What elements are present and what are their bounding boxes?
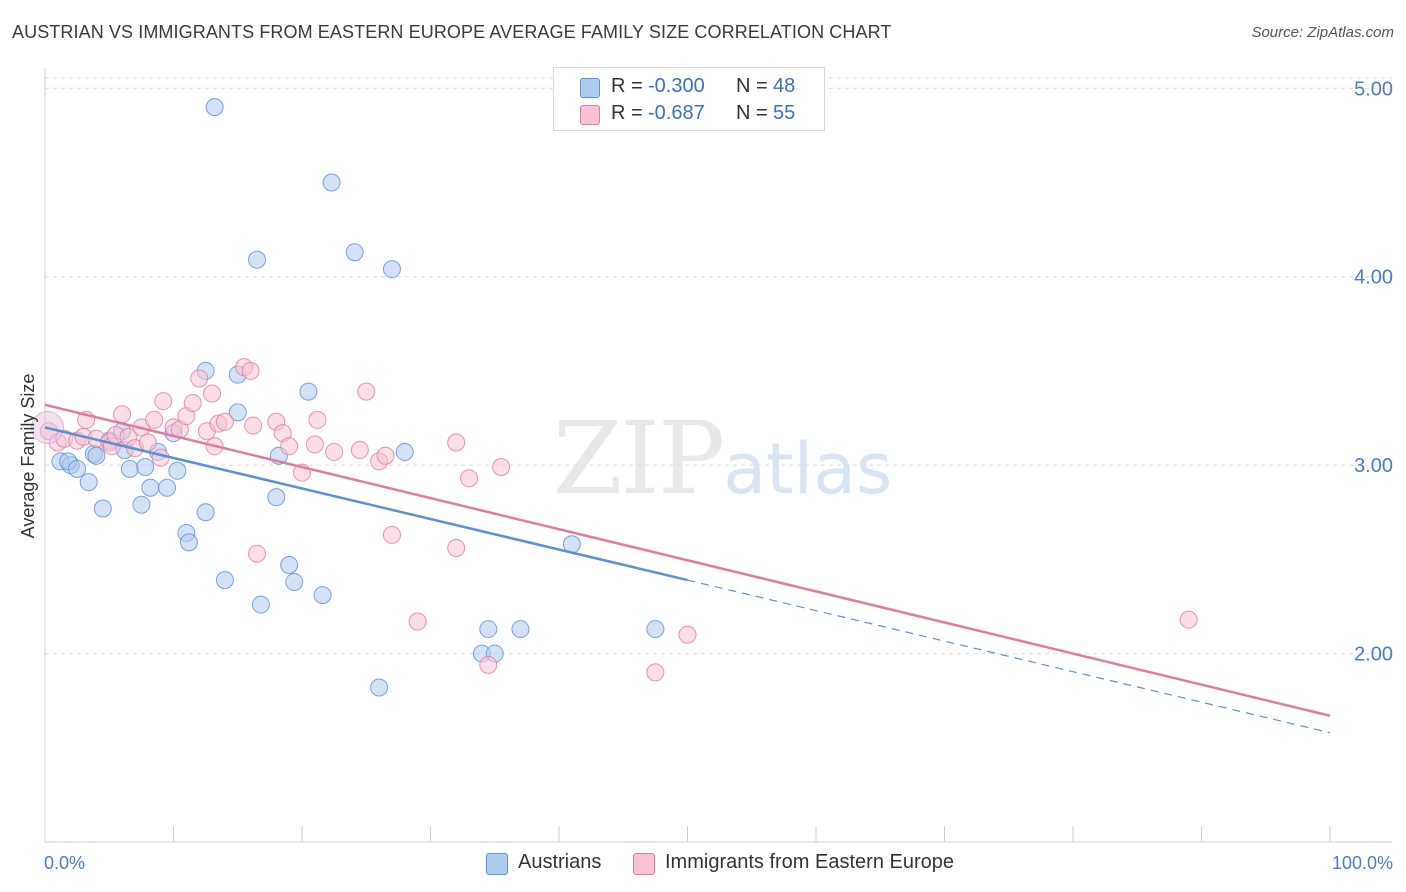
immigrants-point	[376, 446, 395, 465]
austrians-point	[205, 98, 224, 117]
y-tick-label: 3.00	[1354, 455, 1393, 477]
austrians-point	[248, 250, 267, 269]
austrians-point	[345, 243, 364, 262]
watermark-atlas: atlas	[723, 428, 893, 510]
immigrants-point	[248, 544, 267, 563]
austrians-trend-line	[44, 426, 688, 582]
austrians-swatch	[486, 853, 508, 875]
immigrants-point	[1179, 610, 1198, 629]
austrians-point	[382, 260, 401, 279]
trend-lines	[44, 403, 1331, 734]
y-tick-label: 2.00	[1354, 644, 1393, 666]
axis-labels: 2.00 3.00 4.00 5.00 0.0% 100.0% Average Family…	[18, 78, 1393, 873]
immigrants-point	[447, 539, 466, 558]
r-label: R =	[611, 75, 643, 97]
austrians-point	[395, 442, 414, 461]
austrians-point	[120, 459, 139, 478]
immigrants-point	[203, 384, 222, 403]
watermark-zip: ZIP	[553, 400, 725, 517]
austrians-swatch	[580, 78, 600, 98]
austrians-point	[158, 478, 177, 497]
immigrants-point	[113, 405, 132, 424]
austrians-point	[93, 499, 112, 518]
immigrants-point	[492, 458, 511, 477]
immigrants-point	[183, 393, 202, 412]
r-value: -0.687	[648, 102, 705, 124]
r-value: -0.300	[648, 75, 705, 97]
immigrants-point	[190, 369, 209, 388]
austrians-point	[87, 446, 106, 465]
source-label: Source: ZipAtlas.com	[1251, 24, 1394, 41]
immigrants-swatch	[580, 105, 600, 125]
immigrants-point	[479, 655, 498, 674]
austrians-point	[68, 459, 87, 478]
austrians-point	[79, 473, 98, 492]
austrians-point	[267, 488, 286, 507]
immigrants-point	[325, 442, 344, 461]
chart-title: AUSTRIAN VS IMMIGRANTS FROM EASTERN EURO…	[12, 22, 892, 42]
austrians-point	[322, 173, 341, 192]
series-legend: Austrians Immigrants from Eastern Europe	[0, 851, 1406, 879]
austrians-point	[511, 620, 530, 639]
x-tick-label: 0.0%	[44, 853, 85, 873]
axes	[44, 68, 1392, 843]
immigrants-point	[447, 433, 466, 452]
immigrants-point	[460, 469, 479, 488]
y-tick-label: 5.00	[1354, 78, 1393, 100]
r-label: R =	[611, 102, 643, 124]
immigrants-swatch	[633, 853, 655, 875]
x-tick-label: 100.0%	[1332, 853, 1393, 873]
immigrants-point	[646, 663, 665, 682]
immigrants-point	[305, 435, 324, 454]
austrians-point	[313, 586, 332, 605]
austrians-point	[179, 533, 198, 552]
immigrants-point	[678, 625, 697, 644]
immigrants-point	[350, 441, 369, 460]
austrians-point	[646, 620, 665, 639]
austrians-point	[168, 461, 187, 480]
correlation-legend: R = -0.300 N = 48 R = -0.687 N = 55	[553, 67, 825, 131]
n-value: 55	[773, 102, 796, 124]
austrians-point	[136, 458, 155, 477]
austrians-point	[132, 495, 151, 514]
immigrants-point	[145, 410, 164, 429]
austrians-point	[299, 382, 318, 401]
zipatlas-watermark: ZIPatlas	[553, 400, 892, 517]
austrians-point	[251, 595, 270, 614]
immigrants-point	[241, 361, 260, 380]
austrians-point	[196, 503, 215, 522]
immigrants-point	[357, 382, 376, 401]
n-value: 48	[773, 75, 796, 97]
immigrants-point	[382, 525, 401, 544]
austrians-point	[285, 572, 304, 591]
immigrants-point	[215, 412, 234, 431]
austrians-point	[479, 620, 498, 639]
austrians-point	[228, 403, 247, 422]
immigrants-point	[154, 392, 173, 411]
immigrants-point	[244, 416, 263, 435]
legend-label: Austrians	[518, 851, 602, 873]
austrians-point	[141, 478, 160, 497]
austrians-trend-extension	[687, 579, 1331, 734]
immigrants-point	[138, 433, 157, 452]
immigrants-point	[408, 612, 427, 631]
immigrants-point	[280, 437, 299, 456]
y-tick-label: 4.00	[1354, 267, 1393, 289]
austrians-point	[215, 571, 234, 590]
n-label: N =	[736, 75, 768, 97]
n-label: N =	[736, 102, 768, 124]
austrians-point	[370, 678, 389, 697]
y-axis-title: Average Family Size	[18, 374, 38, 539]
immigrants-point	[308, 410, 327, 429]
austrians-point	[280, 556, 299, 575]
data-points	[31, 98, 1198, 697]
legend-label: Immigrants from Eastern Europe	[665, 851, 954, 873]
immigrants-trend-line	[44, 403, 1331, 717]
